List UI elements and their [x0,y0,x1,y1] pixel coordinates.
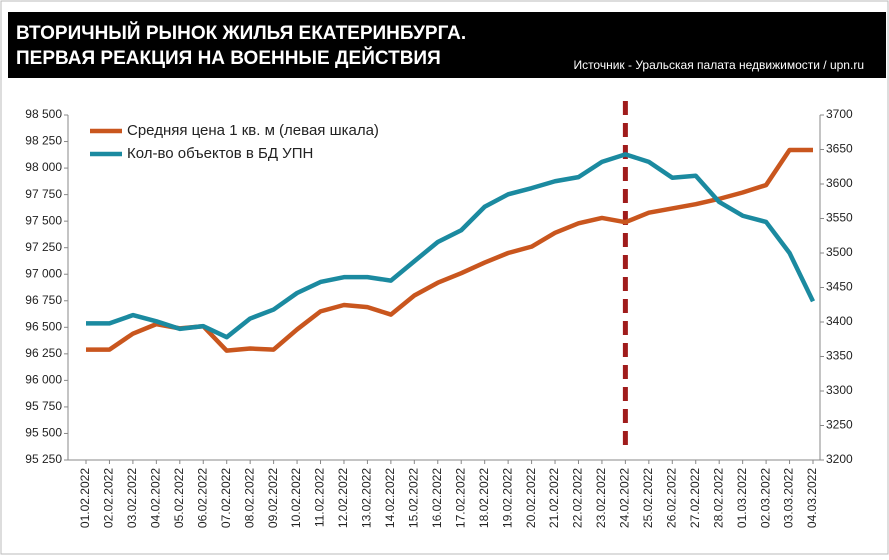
y-tick-label: 98 500 [25,107,62,121]
y2-tick-label: 3350 [826,349,853,363]
y2-tick-label: 3400 [826,314,853,328]
x-tick-label: 08.02.2022 [242,468,256,528]
y2-tick-label: 3200 [826,452,853,466]
x-tick-label: 15.02.2022 [406,468,420,528]
y2-tick-label: 3300 [826,383,853,397]
x-tick-label: 16.02.2022 [430,468,444,528]
y-tick-label: 98 250 [25,134,62,148]
x-tick-label: 02.02.2022 [102,468,116,528]
x-tick-label: 06.02.2022 [195,468,209,528]
x-tick-label: 24.02.2022 [618,468,632,528]
y-tick-label: 96 750 [25,293,62,307]
y2-tick-label: 3500 [826,245,853,259]
y2-tick-label: 3600 [826,176,853,190]
y-tick-label: 97 500 [25,213,62,227]
x-tick-label: 09.02.2022 [266,468,280,528]
x-tick-label: 10.02.2022 [289,468,303,528]
y-tick-label: 97 000 [25,266,62,280]
x-tick-label: 11.02.2022 [313,468,327,527]
chart-title: ВТОРИЧНЫЙ РЫНОК ЖИЛЬЯ ЕКАТЕРИНБУРГА. [16,22,466,44]
x-tick-label: 01.03.2022 [735,468,749,528]
series-line [86,152,816,340]
x-tick-label: 03.02.2022 [125,468,139,528]
y2-tick-label: 3250 [826,418,853,432]
x-tick-label: 02.03.2022 [758,468,772,528]
x-tick-label: 14.02.2022 [383,468,397,528]
x-tick-label: 01.02.2022 [78,468,92,528]
y-tick-label: 97 250 [25,240,62,254]
x-tick-label: 19.02.2022 [500,468,514,528]
header [8,12,886,78]
y-tick-label: 96 000 [25,373,62,387]
x-tick-label: 27.02.2022 [688,468,702,528]
x-tick-label: 28.02.2022 [711,468,725,528]
x-tick-label: 18.02.2022 [477,468,491,528]
y-tick-label: 95 500 [25,426,62,440]
legend-label: Средняя цена 1 кв. м (левая шкала) [127,122,379,139]
y2-tick-label: 3550 [826,211,853,225]
x-tick-label: 12.02.2022 [336,468,350,528]
y-tick-label: 96 250 [25,346,62,360]
chart-subtitle: ПЕРВАЯ РЕАКЦИЯ НА ВОЕННЫЕ ДЕЙСТВИЯ [16,47,441,69]
x-tick-label: 20.02.2022 [524,468,538,528]
x-tick-label: 04.02.2022 [149,468,163,528]
x-tick-label: 25.02.2022 [641,468,655,528]
x-tick-label: 26.02.2022 [664,468,678,528]
x-tick-label: 17.02.2022 [453,468,467,528]
x-tick-label: 23.02.2022 [594,468,608,528]
x-tick-label: 04.03.2022 [805,468,819,528]
y2-tick-label: 3450 [826,280,853,294]
y-tick-label: 95 750 [25,399,62,413]
x-tick-label: 13.02.2022 [360,468,374,528]
y2-tick-label: 3650 [826,142,853,156]
y2-tick-label: 3700 [826,107,853,121]
x-tick-label: 03.03.2022 [782,468,796,528]
y-tick-label: 95 250 [25,452,62,466]
x-tick-label: 22.02.2022 [571,468,585,528]
source: Источник - Уральская палата недвижимости… [573,58,864,72]
x-tick-label: 07.02.2022 [219,468,233,528]
y-tick-label: 96 500 [25,319,62,333]
y-tick-label: 97 750 [25,187,62,201]
legend-label: Кол-во объектов в БД УПН [127,145,313,162]
x-tick-label: 05.02.2022 [172,468,186,528]
y-tick-label: 98 000 [25,160,62,174]
x-tick-label: 21.02.2022 [547,468,561,528]
